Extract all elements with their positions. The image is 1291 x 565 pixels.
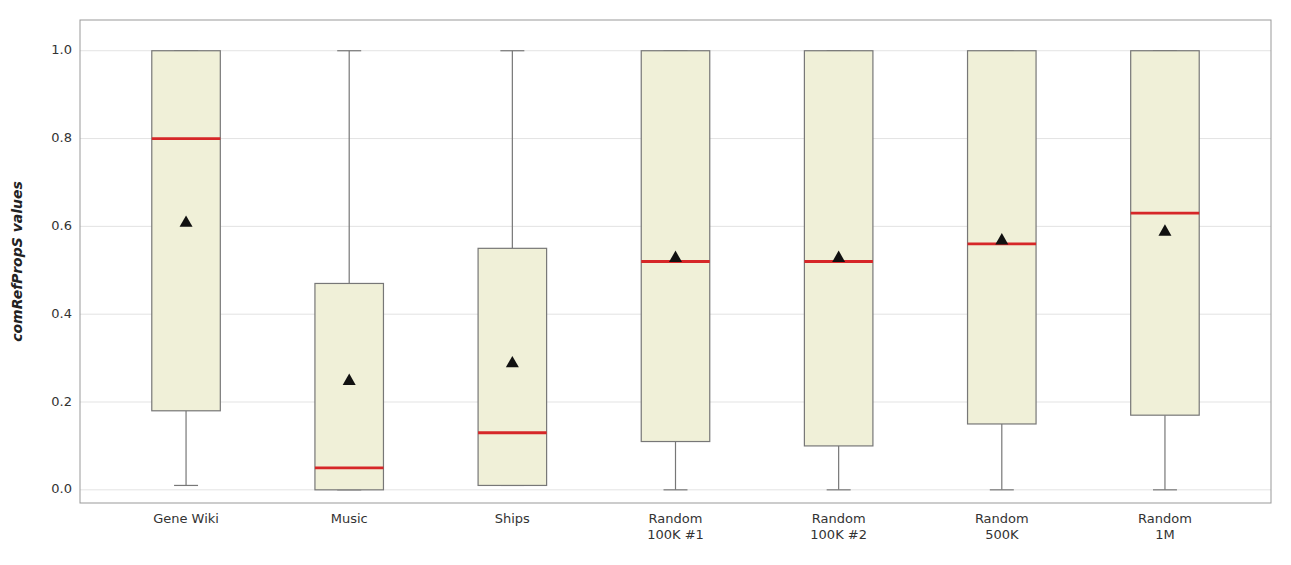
x-tick-line: Random bbox=[1138, 511, 1192, 526]
box-group bbox=[478, 51, 547, 486]
upper-whisker bbox=[512, 51, 513, 249]
median-line bbox=[478, 431, 547, 434]
box-group bbox=[804, 51, 873, 490]
median-line bbox=[152, 137, 221, 140]
box-group bbox=[641, 51, 710, 490]
mean-marker bbox=[1158, 224, 1171, 235]
y-axis-ticks: 0.0 0.2 0.4 0.6 0.8 1.0 bbox=[51, 42, 72, 496]
x-tick-line: Ships bbox=[495, 511, 530, 526]
median-line bbox=[315, 466, 384, 469]
lower-cap bbox=[827, 489, 851, 490]
lower-cap bbox=[664, 489, 688, 490]
lower-whisker bbox=[675, 442, 676, 490]
x-tick-label: Random500K bbox=[975, 511, 1029, 542]
box-iqr bbox=[804, 51, 873, 446]
x-axis-ticks: Gene WikiMusicShipsRandom100K #1Random10… bbox=[153, 511, 1192, 542]
grid-line bbox=[80, 489, 1271, 490]
x-tick-label: Random100K #1 bbox=[647, 511, 704, 542]
x-tick-line: Music bbox=[331, 511, 368, 526]
upper-cap bbox=[500, 50, 524, 51]
x-tick-line: Gene Wiki bbox=[153, 511, 219, 526]
mean-marker bbox=[343, 374, 356, 385]
x-tick-label: Ships bbox=[495, 511, 530, 526]
box-iqr bbox=[968, 51, 1037, 424]
x-tick-line: Random bbox=[649, 511, 703, 526]
y-tick-label: 1.0 bbox=[51, 42, 72, 57]
chart-container: 0.0 0.2 0.4 0.6 0.8 1.0 Gene Wiki Music Ships Ran… bbox=[0, 0, 1291, 565]
y-tick-label: 0.0 bbox=[51, 481, 72, 496]
lower-cap bbox=[990, 489, 1014, 490]
lower-whisker bbox=[185, 411, 186, 486]
upper-whisker bbox=[349, 51, 350, 284]
x-tick-label: Random100K #2 bbox=[810, 511, 867, 542]
upper-cap bbox=[337, 50, 361, 51]
box-group bbox=[315, 51, 384, 490]
y-tick-label: 0.8 bbox=[51, 130, 72, 145]
box-iqr bbox=[152, 51, 221, 411]
chart-svg: 0.0 0.2 0.4 0.6 0.8 1.0 Gene Wiki Music Ships Ran… bbox=[0, 0, 1291, 565]
box-iqr bbox=[1131, 51, 1200, 415]
box-group bbox=[968, 51, 1037, 490]
x-tick-line: 1M bbox=[1155, 527, 1175, 542]
lower-cap bbox=[1153, 489, 1177, 490]
mean-marker bbox=[669, 251, 682, 262]
boxes bbox=[152, 51, 1199, 490]
lower-whisker bbox=[1001, 424, 1002, 490]
box-iqr bbox=[641, 51, 710, 442]
box-iqr bbox=[315, 283, 384, 489]
x-tick-line: 100K #2 bbox=[810, 527, 867, 542]
x-tick-line: Random bbox=[812, 511, 866, 526]
x-tick-line: Random bbox=[975, 511, 1029, 526]
grid bbox=[80, 51, 1271, 490]
y-tick-label: 0.6 bbox=[51, 218, 72, 233]
mean-marker bbox=[180, 215, 193, 226]
box-group bbox=[1131, 51, 1200, 490]
y-axis-label: comRefPropS values bbox=[9, 181, 25, 342]
y-tick-label: 0.2 bbox=[51, 394, 72, 409]
box-iqr bbox=[478, 248, 547, 485]
plot-frame bbox=[80, 20, 1271, 503]
x-tick-label: Music bbox=[331, 511, 368, 526]
median-line bbox=[1131, 212, 1200, 215]
lower-whisker bbox=[838, 446, 839, 490]
mean-marker bbox=[995, 233, 1008, 244]
x-tick-label: Random1M bbox=[1138, 511, 1192, 542]
lower-whisker bbox=[1164, 415, 1165, 490]
x-tick-line: 100K #1 bbox=[647, 527, 704, 542]
x-tick-line: 500K bbox=[985, 527, 1019, 542]
box-group bbox=[152, 51, 221, 486]
y-tick-label: 0.4 bbox=[51, 306, 72, 321]
mean-marker bbox=[832, 251, 845, 262]
lower-cap bbox=[174, 485, 198, 486]
x-tick-label: Gene Wiki bbox=[153, 511, 219, 526]
mean-marker bbox=[506, 356, 519, 367]
